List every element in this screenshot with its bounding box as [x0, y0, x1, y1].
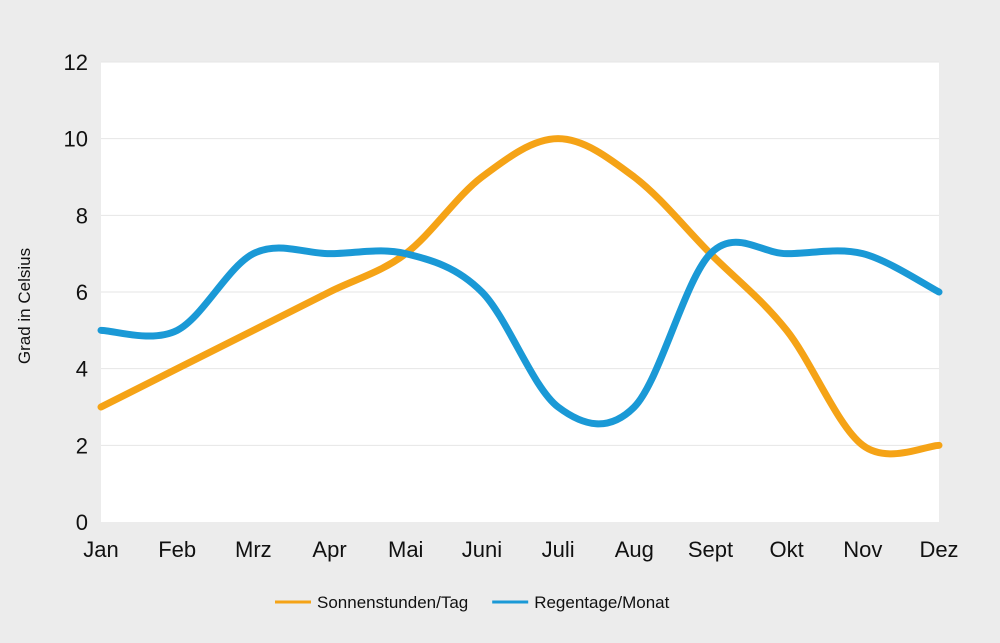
series-line-regentage-monat	[97, 238, 943, 428]
x-tick-label: Juni	[462, 537, 502, 562]
x-tick-label: Feb	[158, 537, 196, 562]
x-tick-label: Jan	[83, 537, 118, 562]
x-tick-label: Juli	[542, 537, 575, 562]
legend-label: Regentage/Monat	[534, 593, 669, 612]
x-tick-label: Aug	[615, 537, 654, 562]
x-tick-label: Dez	[919, 537, 958, 562]
y-tick-label: 6	[76, 280, 88, 305]
x-tick-label: Okt	[770, 537, 804, 562]
legend: Sonnenstunden/Tag Regentage/Monat	[275, 593, 670, 612]
x-tick-label: Apr	[312, 537, 346, 562]
series-layer	[97, 135, 943, 458]
y-axis-title: Grad in Celsius	[15, 248, 34, 364]
x-axis: Jan Feb Mrz Apr Mai Juni Juli Aug Sept Okt Nov Dez	[83, 537, 958, 562]
y-tick-label: 4	[76, 357, 88, 382]
y-tick-label: 10	[64, 127, 88, 152]
x-tick-label: Sept	[688, 537, 733, 562]
y-tick-label: 8	[76, 203, 88, 228]
x-tick-label: Nov	[843, 537, 882, 562]
series-regentage-monat	[97, 238, 943, 428]
y-tick-label: 2	[76, 433, 88, 458]
y-tick-label: 12	[64, 50, 88, 75]
gridlines	[101, 61, 939, 446]
series-line-sonnenstunden-tag	[97, 135, 943, 458]
legend-label: Sonnenstunden/Tag	[317, 593, 468, 612]
x-tick-label: Mai	[388, 537, 423, 562]
y-axis: 0 2 4 6 8 10 12	[64, 50, 88, 535]
y-tick-label: 0	[76, 510, 88, 535]
x-tick-label: Mrz	[235, 537, 272, 562]
